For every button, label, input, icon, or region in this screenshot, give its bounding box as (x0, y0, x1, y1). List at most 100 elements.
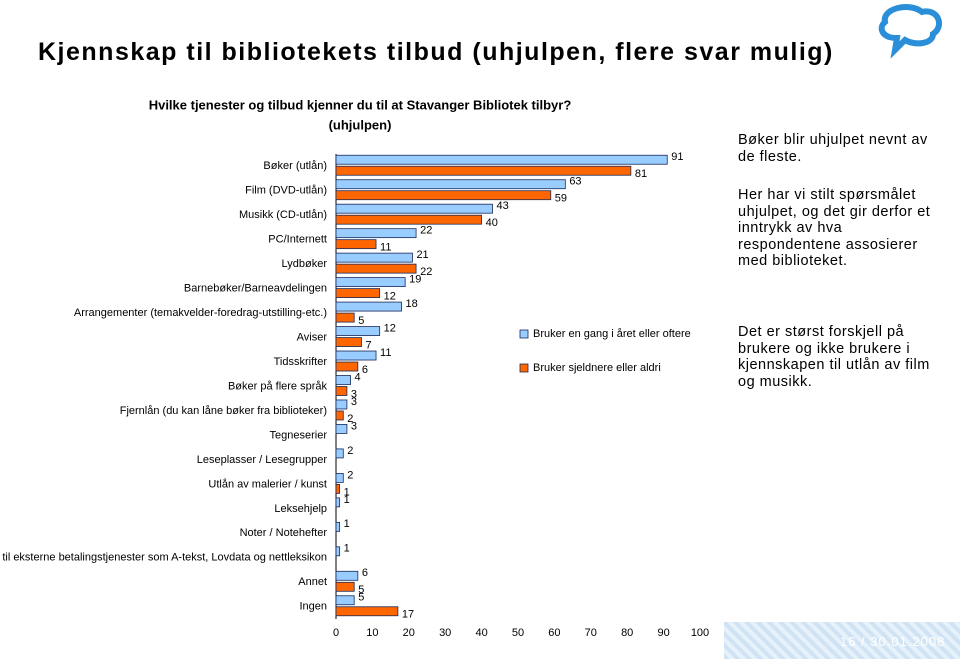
data-label: 19 (409, 274, 421, 286)
data-label: 2 (347, 469, 353, 481)
data-label: 5 (358, 592, 364, 604)
data-label: 5 (358, 584, 364, 596)
data-label: 4 (355, 371, 361, 383)
bar (335, 312, 355, 323)
data-label: 6 (362, 567, 368, 579)
data-label: 11 (380, 242, 391, 254)
y-tick-label: Lydbøker (282, 258, 328, 270)
bar (335, 301, 402, 312)
bar (335, 361, 359, 372)
y-tick-label: PC/Internett (268, 234, 327, 246)
note: Bøker blir uhjulpet nevnt av de fleste. (738, 132, 928, 165)
data-label: 1 (344, 494, 350, 506)
y-tick-label: Film (DVD-utlån) (245, 185, 327, 197)
y-tick-label: Bøker på flere språk (228, 380, 328, 392)
bar (335, 239, 377, 250)
data-label: 3 (351, 420, 357, 432)
data-label: 40 (486, 217, 498, 229)
y-tick-label: Fjernlån (du kan låne bøker fra bibliote… (120, 405, 327, 417)
bar (335, 154, 668, 165)
y-tick-label: Utlån av malerier / kunst (208, 478, 327, 490)
bar (335, 546, 341, 557)
bar (335, 521, 341, 532)
bar (335, 179, 566, 190)
y-tick-label: Leksehjelp (274, 503, 327, 515)
y-tick-label: Musikk (CD-utlån) (239, 209, 327, 221)
bar (335, 337, 362, 347)
x-tick-label: 60 (548, 627, 560, 639)
logo (878, 4, 942, 59)
bar (335, 165, 632, 176)
x-tick-label: 30 (439, 627, 451, 639)
data-label: 1 (344, 518, 350, 530)
data-label: 22 (420, 266, 432, 278)
data-label: 63 (569, 176, 581, 188)
footer-text: 16 / 30.01.2008 (840, 634, 946, 649)
bar (335, 448, 344, 459)
x-tick-label: 20 (403, 627, 415, 639)
legend-label: Bruker en gang i året eller oftere (533, 328, 691, 340)
data-label: 3 (351, 388, 357, 400)
bar (335, 203, 493, 214)
y-tick-label: Leseplasser / Lesegrupper (197, 454, 328, 466)
bar (335, 228, 417, 239)
data-label: 7 (365, 339, 371, 351)
data-label: 43 (497, 200, 509, 212)
bar (335, 595, 355, 606)
data-label: 59 (555, 193, 567, 205)
footer: 16 / 30.01.2008 (724, 622, 960, 659)
x-tick-label: 0 (333, 627, 339, 639)
bar (335, 424, 348, 434)
x-tick-label: 80 (621, 627, 633, 639)
bar (335, 214, 483, 225)
bar (335, 399, 348, 410)
chart-subtitle: (uhjulpen) (329, 117, 392, 132)
x-tick-label: 50 (512, 627, 524, 639)
bar (335, 350, 377, 361)
slide-title: Kjennskap til bibliotekets tilbud (uhjul… (38, 38, 834, 66)
data-label: 81 (635, 168, 647, 180)
y-tick-label: Noter / Notehefter (240, 527, 328, 539)
bar (335, 483, 341, 494)
data-label: 12 (384, 291, 396, 303)
y-tick-label: Barnebøker/Barneavdelingen (184, 283, 327, 295)
data-label: 6 (362, 364, 368, 376)
bar (335, 252, 413, 263)
note: Det er størst forskjell på brukere og ik… (738, 324, 930, 390)
data-label: 5 (358, 315, 364, 327)
data-label: 2 (347, 445, 353, 457)
chart-title: Hvilke tjenester og tilbud kjenner du ti… (149, 97, 572, 112)
bar (335, 570, 359, 581)
bar (335, 375, 351, 385)
bar (335, 190, 552, 201)
data-label: 11 (380, 347, 391, 359)
data-label: 1 (344, 486, 350, 498)
data-label: 3 (351, 396, 357, 408)
bar (335, 263, 417, 274)
legend-swatch (519, 329, 529, 339)
data-label: 91 (671, 151, 683, 163)
bar (335, 581, 355, 592)
data-label: 2 (347, 413, 353, 425)
data-label: 17 (402, 609, 414, 621)
y-tick-label: Tegneserier (270, 429, 328, 441)
y-tick-label: Ingen (299, 601, 327, 613)
data-label: 1 (344, 543, 350, 555)
x-tick-label: 100 (691, 627, 709, 639)
data-label: 12 (384, 322, 396, 334)
data-label: 18 (406, 298, 418, 310)
bar (335, 277, 406, 288)
x-tick-label: 90 (657, 627, 669, 639)
x-tick-label: 70 (585, 627, 597, 639)
bar (335, 472, 344, 483)
note: Her har vi stilt spørsmålet uhjulpet, og… (738, 187, 931, 269)
bar (335, 386, 348, 396)
bar (335, 606, 399, 617)
data-label: 21 (416, 249, 428, 261)
x-tick-label: 10 (366, 627, 378, 639)
bar (335, 288, 381, 299)
y-tick-label: Annet (298, 576, 327, 588)
y-tick-label: Bøker (utlån) (263, 160, 327, 172)
